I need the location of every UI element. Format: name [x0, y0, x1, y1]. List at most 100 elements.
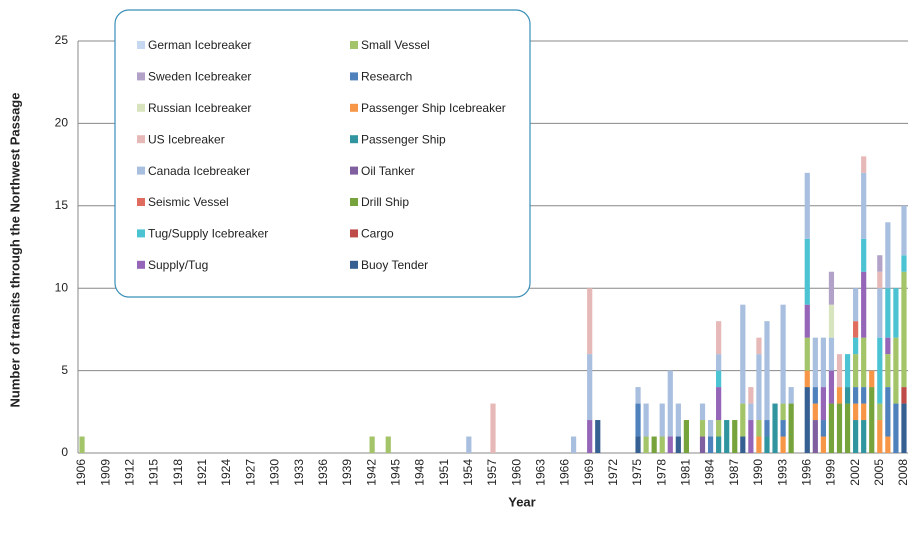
bar-segment [667, 370, 673, 437]
bar-segment [707, 436, 714, 453]
y-tick-label: 25 [55, 33, 69, 47]
x-tick-label: 1990 [751, 459, 765, 486]
legend-swatch [137, 229, 145, 238]
legend-swatch [350, 198, 358, 206]
bar-segment [716, 354, 722, 371]
bar-segment [707, 420, 714, 437]
bar-segment [853, 354, 859, 388]
bar-segment [861, 271, 867, 338]
legend-label: Seismic Vessel [148, 195, 229, 209]
bar-segment [764, 321, 770, 421]
bar-segment [812, 420, 818, 453]
bar-segment [780, 436, 786, 453]
y-tick-label: 20 [55, 116, 69, 130]
bar-segment [853, 321, 859, 338]
bar-segment [764, 436, 770, 453]
bar-segment [716, 420, 722, 437]
bar-segment [820, 337, 826, 388]
bar-segment [820, 387, 826, 421]
bar-segment [675, 436, 681, 453]
x-axis-title: Year [508, 494, 535, 509]
y-tick-label: 5 [61, 363, 68, 377]
legend-swatch [350, 135, 358, 144]
legend-label: US Icebreaker [148, 132, 225, 146]
x-tick-label: 1918 [171, 459, 185, 486]
bar-segment [828, 337, 835, 371]
bar-segment [861, 420, 867, 453]
bar-segment [861, 337, 867, 388]
bar-segment [828, 403, 835, 453]
x-tick-label: 1975 [630, 459, 644, 486]
x-tick-label: 1987 [727, 459, 741, 486]
bar-segment [716, 370, 722, 388]
bar-segment [812, 403, 818, 421]
x-tick-label: 1939 [340, 459, 354, 486]
bar-segment [740, 304, 746, 404]
legend-swatch [137, 135, 145, 144]
bar-segment [877, 271, 883, 289]
bar-segment [861, 238, 867, 272]
bar-segment [885, 222, 891, 289]
bar-segment [643, 403, 649, 437]
x-tick-label: 1984 [703, 459, 717, 486]
bar-segment [651, 436, 657, 453]
x-tick-label: 1972 [606, 459, 620, 486]
y-axis-title: Number of transits through the Northwest… [7, 93, 22, 408]
x-tick-label: 1906 [74, 459, 88, 486]
bar-segment [716, 436, 722, 453]
legend-label: Research [361, 70, 412, 84]
bar-segment [901, 271, 907, 388]
bar-segment [756, 420, 762, 437]
bar-segment [587, 354, 593, 421]
x-tick-label: 1936 [316, 459, 330, 486]
bar-segment [877, 255, 883, 272]
bar-segment [853, 403, 859, 421]
bar-segment [699, 403, 706, 421]
bar-segment [804, 238, 810, 305]
x-tick-label: 1930 [268, 459, 282, 486]
bar-segment [844, 403, 851, 453]
x-tick-label: 1924 [219, 459, 233, 486]
x-tick-label: 1948 [413, 459, 427, 486]
bar-segment [901, 205, 907, 256]
bar-segment [466, 436, 472, 453]
y-tick-label: 0 [61, 445, 68, 459]
bar-segment [788, 387, 794, 404]
bar-segment [699, 420, 706, 437]
bar-segment [885, 288, 891, 338]
bar-segment [828, 370, 835, 404]
bar-segment [893, 337, 899, 404]
bar-segment [675, 403, 681, 437]
bar-segment [385, 436, 391, 453]
legend-swatch [350, 229, 358, 238]
bar-segment [740, 436, 746, 453]
bar-segment [828, 271, 835, 305]
y-tick-label: 10 [55, 280, 69, 294]
bar-segment [844, 387, 851, 404]
bar-segment [861, 403, 867, 421]
bar-segment [820, 436, 826, 453]
x-tick-label: 2002 [848, 459, 862, 486]
bar-segment [699, 436, 706, 453]
bar-segment [885, 387, 891, 437]
bar-segment [732, 420, 738, 453]
bar-segment [79, 436, 85, 453]
bar-segment [587, 288, 593, 355]
bar-segment [901, 403, 907, 453]
bar-segment [812, 387, 818, 404]
x-tick-label: 2005 [872, 459, 886, 486]
bar-segment [853, 337, 859, 355]
bar-segment [877, 403, 883, 421]
x-tick-label: 1966 [558, 459, 572, 486]
bar-segment [893, 288, 899, 338]
bar-segment [756, 354, 762, 421]
x-tick-label: 1960 [509, 459, 523, 486]
bar-segment [780, 420, 786, 437]
x-tick-label: 2008 [896, 459, 910, 486]
bar-segment [570, 436, 577, 453]
bar-segment [877, 288, 883, 338]
legend-label: Sweden Icebreaker [148, 70, 251, 84]
x-tick-label: 1921 [195, 459, 209, 486]
